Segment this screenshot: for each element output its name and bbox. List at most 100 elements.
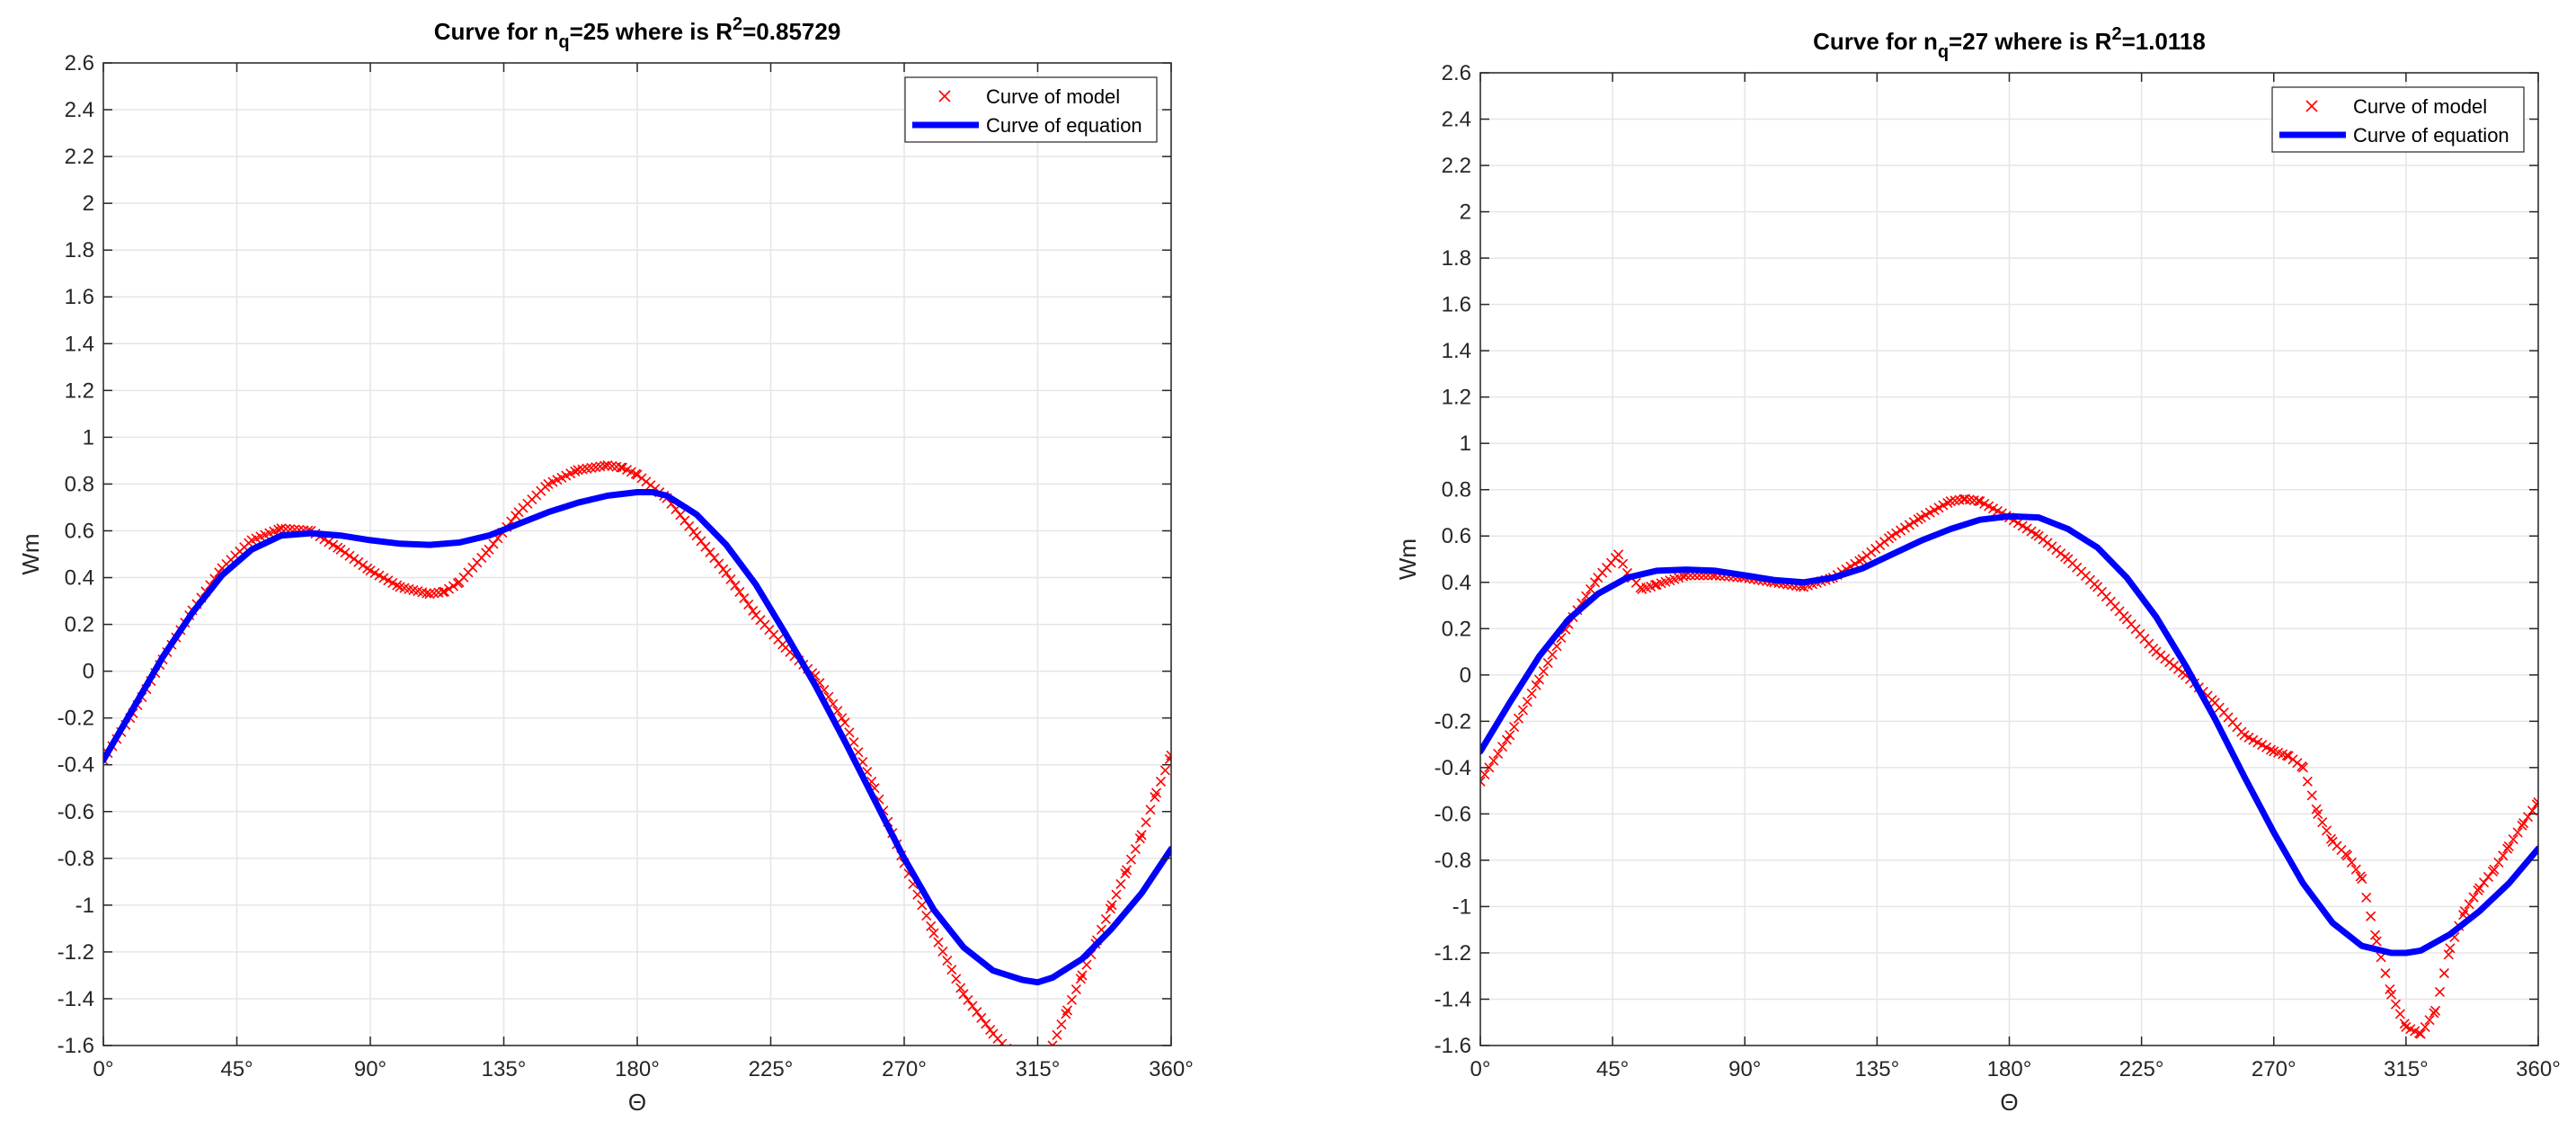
model-marker	[600, 460, 610, 471]
x-tick-label: 135°	[482, 1057, 527, 1081]
model-marker	[1586, 583, 1596, 595]
y-tick-label: 2	[1460, 200, 1471, 225]
y-tick-label: -1	[1452, 894, 1471, 919]
x-tick-label: 315°	[2384, 1057, 2429, 1081]
model-marker	[1159, 765, 1170, 776]
y-tick-label: 1.8	[1442, 246, 1471, 271]
y-tick-label: 0.8	[65, 472, 94, 496]
title-subscript: q	[558, 32, 569, 52]
model-marker	[958, 989, 969, 1000]
y-tick-label: 0.4	[65, 566, 94, 591]
model-marker	[2438, 968, 2449, 979]
model-marker	[2478, 877, 2490, 888]
model-marker	[997, 1038, 1008, 1046]
model-marker	[2533, 796, 2538, 808]
title-prefix: Curve for n	[1813, 28, 1938, 55]
legend-box	[2271, 86, 2525, 153]
model-marker	[349, 554, 360, 565]
model-marker	[324, 537, 334, 547]
model-marker	[1141, 817, 1151, 828]
x-tick-label: 90°	[1728, 1057, 1761, 1081]
model-marker	[1895, 525, 1906, 536]
y-tick-label: 2.2	[1442, 154, 1471, 178]
model-marker	[1547, 649, 1558, 660]
x-axis-label: Θ	[628, 1089, 646, 1116]
y-tick-label: 2.6	[1442, 61, 1471, 85]
x-tick-label: 45°	[220, 1057, 253, 1081]
title-middle: =27 where is R	[1949, 28, 2112, 55]
model-marker	[748, 605, 759, 617]
model-marker	[2394, 1009, 2405, 1019]
model-marker	[344, 550, 355, 561]
title-middle: =25 where is R	[570, 18, 733, 45]
model-marker	[358, 560, 369, 571]
model-marker	[448, 581, 458, 592]
model-marker	[933, 937, 944, 948]
model-marker	[734, 586, 745, 597]
model-marker	[1854, 556, 1865, 566]
model-marker	[972, 1007, 982, 1018]
model-marker	[2265, 744, 2277, 755]
model-marker	[2420, 1021, 2430, 1032]
model-marker	[955, 983, 966, 993]
model-marker	[1047, 1040, 1058, 1046]
legend-entry-label: Curve of model	[986, 85, 1120, 108]
y-tick-label: -0.8	[1435, 849, 1471, 873]
model-marker	[1061, 1005, 1073, 1016]
y-tick-label: -1.6	[1435, 1034, 1471, 1058]
model-marker	[2483, 871, 2493, 883]
model-marker	[2390, 999, 2401, 1010]
y-tick-label: 2	[83, 191, 94, 216]
model-marker	[1115, 878, 1126, 890]
model-marker	[2380, 968, 2391, 979]
y-tick-label: -1.4	[1435, 987, 1471, 1011]
model-marker	[705, 547, 715, 557]
model-marker	[2512, 827, 2523, 838]
y-tick-label: 1.4	[65, 332, 94, 356]
model-marker	[839, 717, 850, 728]
model-marker	[981, 1019, 991, 1029]
model-marker	[1100, 913, 1111, 925]
model-marker	[2026, 526, 2037, 537]
title-superscript: 2	[2111, 24, 2121, 44]
model-marker	[1513, 713, 1524, 724]
legend: Curve of model Curve of equation	[2271, 86, 2525, 153]
y-tick-label: 1.8	[65, 238, 94, 263]
model-marker	[2361, 892, 2372, 903]
legend-entry-label: Curve of model	[2353, 95, 2487, 118]
x-tick-label: 315°	[1016, 1057, 1061, 1081]
model-marker	[1542, 657, 1553, 668]
model-marker	[691, 530, 702, 541]
x-tick-label: 270°	[882, 1057, 927, 1081]
model-marker	[2385, 989, 2397, 1000]
model-marker	[1155, 776, 1167, 788]
model-marker	[928, 928, 939, 939]
y-tick-label: 0	[83, 660, 94, 684]
model-marker	[1589, 577, 1601, 588]
legend-model-marker	[938, 90, 951, 102]
model-marker	[2498, 850, 2509, 861]
y-tick-label: -1.6	[58, 1034, 94, 1058]
chart-left: 0° 45° 90° 135° 180° 225° 270° 315° 360° -1.6 -1.4…	[17, 14, 1194, 1116]
model-marker	[1501, 734, 1512, 745]
legend-model-marker	[2305, 100, 2318, 112]
model-marker	[2317, 817, 2328, 828]
model-marker	[714, 558, 724, 569]
model-marker	[743, 599, 754, 610]
model-marker	[2346, 857, 2357, 868]
model-marker	[1106, 900, 1117, 911]
model-marker	[1973, 495, 1984, 506]
y-tick-label: -1	[76, 894, 94, 918]
x-tick-label: 90°	[354, 1057, 386, 1081]
chart-right: 0° 45° 90° 135° 180° 225° 270° 315° 360° -1.6 -1.4…	[1394, 24, 2561, 1116]
model-marker	[1509, 721, 1520, 733]
model-marker	[1497, 742, 1508, 752]
y-tick-label: 2.6	[65, 51, 94, 76]
legend-entry-label: Curve of equation	[986, 114, 1142, 137]
data-layer	[1480, 494, 2538, 1039]
y-tick-label: 0.6	[65, 519, 94, 543]
model-marker	[967, 1001, 978, 1011]
model-marker	[333, 542, 343, 553]
model-marker	[2369, 930, 2381, 940]
series-equation-line	[1480, 512, 2538, 957]
